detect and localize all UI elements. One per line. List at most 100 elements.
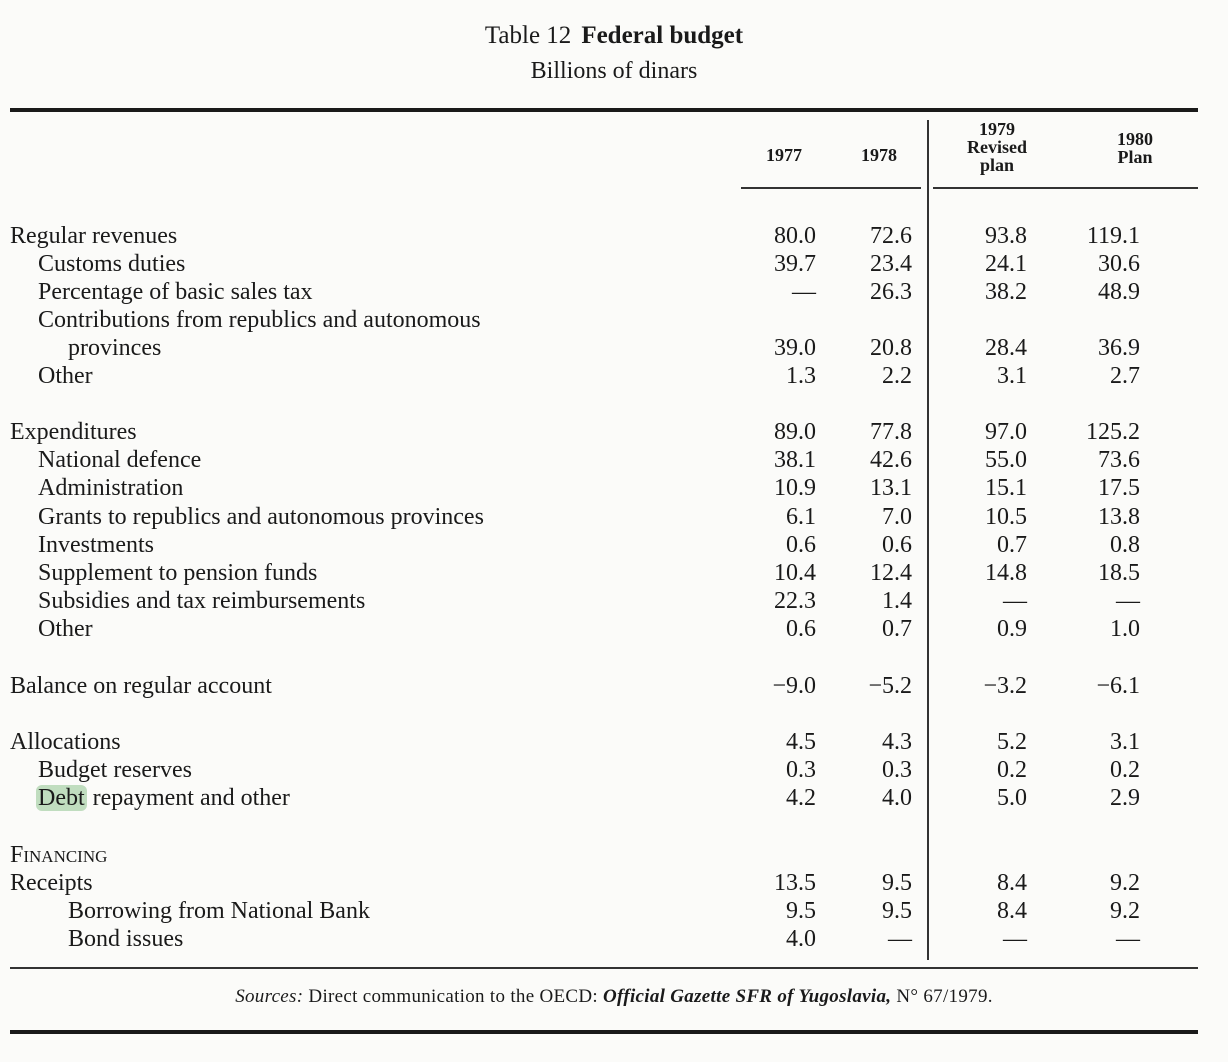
row-value: 0.8 bbox=[1110, 532, 1140, 558]
row-value: 77.8 bbox=[870, 419, 912, 445]
row-value: 14.8 bbox=[985, 560, 1027, 586]
row-value: 4.5 bbox=[786, 729, 816, 755]
table-row: Supplement to pension funds 10.4 12.4 14.8 1… bbox=[0, 559, 1228, 587]
row-value: 9.5 bbox=[882, 870, 912, 896]
row-value: 0.3 bbox=[882, 757, 912, 783]
table-row: Allocations 4.5 4.3 5.2 3.1 bbox=[0, 728, 1228, 756]
row-value: 4.0 bbox=[882, 785, 912, 811]
row-label: Borrowing from National Bank bbox=[68, 898, 370, 924]
row-value: 0.7 bbox=[882, 616, 912, 642]
row-value: 0.2 bbox=[1110, 757, 1140, 783]
table-row: Financing bbox=[0, 841, 1228, 869]
table-row: Regular revenues 80.0 72.6 93.8 119.1 bbox=[0, 222, 1228, 250]
table-row: National defence 38.1 42.6 55.0 73.6 bbox=[0, 446, 1228, 474]
row-value: 7.0 bbox=[882, 504, 912, 530]
row-value: 23.4 bbox=[870, 251, 912, 277]
row-value: 30.6 bbox=[1098, 251, 1140, 277]
row-value: 8.4 bbox=[997, 870, 1027, 896]
column-header-1980: 1980 Plan bbox=[1117, 129, 1153, 167]
row-label: Financing bbox=[10, 842, 108, 868]
row-value: 1.4 bbox=[882, 588, 912, 614]
row-label: Budget reserves bbox=[38, 757, 192, 783]
row-label: Contributions from republics and autonom… bbox=[38, 307, 481, 333]
row-value: 26.3 bbox=[870, 279, 912, 305]
table-row: Percentage of basic sales tax — 26.3 38.2 48… bbox=[0, 278, 1228, 306]
row-value: 1.3 bbox=[786, 363, 816, 389]
row-label: Customs duties bbox=[38, 251, 186, 277]
row-value: 36.9 bbox=[1098, 335, 1140, 361]
row-value: 9.2 bbox=[1110, 870, 1140, 896]
row-value: — bbox=[792, 279, 816, 305]
table-row: Borrowing from National Bank 9.5 9.5 8.4 9.2 bbox=[0, 897, 1228, 925]
row-label: Supplement to pension funds bbox=[38, 560, 318, 586]
row-value: 73.6 bbox=[1098, 447, 1140, 473]
row-value: −3.2 bbox=[983, 673, 1027, 699]
row-value: 0.6 bbox=[786, 616, 816, 642]
row-value: 13.8 bbox=[1098, 504, 1140, 530]
table-row: Investments 0.6 0.6 0.7 0.8 bbox=[0, 531, 1228, 559]
row-value: 5.2 bbox=[997, 729, 1027, 755]
row-label: Expenditures bbox=[10, 419, 137, 445]
table-number: Table 12 bbox=[484, 22, 572, 49]
table-row: provinces 39.0 20.8 28.4 36.9 bbox=[0, 334, 1228, 362]
row-value: 10.5 bbox=[985, 504, 1027, 530]
row-value: 9.5 bbox=[882, 898, 912, 924]
table-row: Other 1.3 2.2 3.1 2.7 bbox=[0, 362, 1228, 390]
row-value: 1.0 bbox=[1110, 616, 1140, 642]
row-value: 97.0 bbox=[985, 419, 1027, 445]
row-label: Allocations bbox=[10, 729, 121, 755]
row-label: Subsidies and tax reimbursements bbox=[38, 588, 366, 614]
highlighted-word: Debt bbox=[36, 785, 87, 811]
table-row: Expenditures 89.0 77.8 97.0 125.2 bbox=[0, 418, 1228, 446]
row-label: Bond issues bbox=[68, 926, 184, 952]
row-value: 3.1 bbox=[1110, 729, 1140, 755]
table-row: Receipts 13.5 9.5 8.4 9.2 bbox=[0, 869, 1228, 897]
row-value: 39.7 bbox=[774, 251, 816, 277]
bottom-rule bbox=[10, 967, 1198, 969]
row-value: 119.1 bbox=[1086, 223, 1140, 249]
footer-rule bbox=[10, 1030, 1198, 1034]
row-label: Investments bbox=[38, 532, 154, 558]
table-row: Debt repayment and other 4.2 4.0 5.0 2.9 bbox=[0, 784, 1228, 812]
row-label: Other bbox=[38, 616, 93, 642]
column-header-1978: 1978 bbox=[861, 145, 897, 165]
row-label: Balance on regular account bbox=[10, 673, 272, 699]
row-value: 8.4 bbox=[997, 898, 1027, 924]
table-row: Budget reserves 0.3 0.3 0.2 0.2 bbox=[0, 756, 1228, 784]
row-value: −9.0 bbox=[772, 673, 816, 699]
row-value: 9.2 bbox=[1110, 898, 1140, 924]
table-row: Subsidies and tax reimbursements 22.3 1.4 —… bbox=[0, 587, 1228, 615]
row-value: 10.4 bbox=[774, 560, 816, 586]
row-value: 18.5 bbox=[1098, 560, 1140, 586]
row-value: 0.3 bbox=[786, 757, 816, 783]
row-value: 9.5 bbox=[786, 898, 816, 924]
row-value: 80.0 bbox=[774, 223, 816, 249]
row-value: — bbox=[1116, 926, 1140, 952]
row-value: 2.9 bbox=[1110, 785, 1140, 811]
row-value: 24.1 bbox=[985, 251, 1027, 277]
row-value: 13.5 bbox=[774, 870, 816, 896]
row-value: — bbox=[1003, 926, 1027, 952]
row-value: 20.8 bbox=[870, 335, 912, 361]
column-divider bbox=[927, 120, 929, 960]
table-title: Table 12 Federal budget bbox=[0, 22, 1228, 50]
row-value: −5.2 bbox=[868, 673, 912, 699]
table-row: Contributions from republics and autonom… bbox=[0, 306, 1228, 334]
row-value: 39.0 bbox=[774, 335, 816, 361]
row-value: — bbox=[888, 926, 912, 952]
row-label: Receipts bbox=[10, 870, 93, 896]
row-label: Percentage of basic sales tax bbox=[38, 279, 313, 305]
sources-note: Sources: Direct communication to the OEC… bbox=[235, 986, 993, 1007]
table-row: Bond issues 4.0 — — — bbox=[0, 925, 1228, 953]
row-label: National defence bbox=[38, 447, 202, 473]
row-value: 2.7 bbox=[1110, 363, 1140, 389]
row-label: Grants to republics and autonomous provi… bbox=[38, 504, 484, 530]
column-header-1979: 1979 Revised plan bbox=[967, 119, 1027, 175]
table-row: Administration 10.9 13.1 15.1 17.5 bbox=[0, 474, 1228, 502]
table-row: Grants to republics and autonomous provi… bbox=[0, 503, 1228, 531]
row-value: 4.3 bbox=[882, 729, 912, 755]
row-value: 13.1 bbox=[870, 475, 912, 501]
row-value: 22.3 bbox=[774, 588, 816, 614]
table-row: Balance on regular account −9.0 −5.2 −3.2 −6… bbox=[0, 672, 1228, 700]
row-value: 93.8 bbox=[985, 223, 1027, 249]
